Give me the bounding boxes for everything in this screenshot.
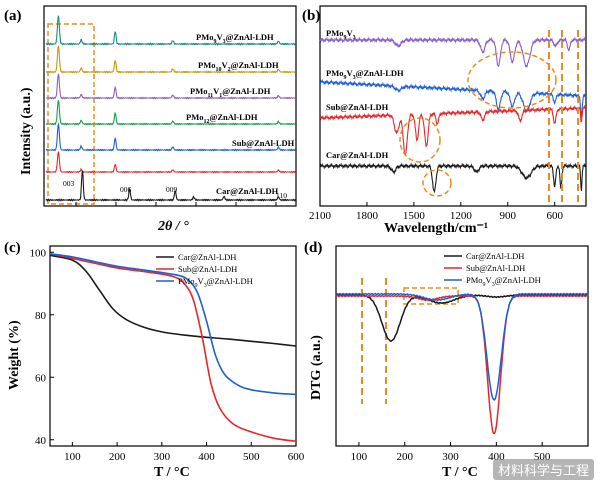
panel-b-ticks: 2100 1800 1500 1200 900 600 [309, 202, 563, 222]
tga-legend-label: Car@ZnAl-LDH [178, 252, 236, 262]
ftir-series-3 [319, 162, 587, 194]
ftir-label-1: PMo9V3@ZnAl-LDH [326, 68, 404, 81]
panel-c-ylabel: Weight (%) [7, 320, 22, 390]
ftir-label-3: Car@ZnAl-LDH [326, 150, 389, 160]
panel-a-labels: PMo9V3@ZnAl-LDH PMo10V2@ZnAl-LDH PMo11V1@Z… [186, 32, 295, 196]
xrd-series-6 [45, 170, 296, 202]
xrd-label-1: PMo10V2@ZnAl-LDH [198, 60, 279, 73]
dtg-xtick-label: 300 [442, 451, 459, 463]
peak-label-006: 006 [120, 185, 132, 194]
panel-b-series [319, 36, 587, 194]
panel-a-highlight-box [47, 23, 95, 205]
panel-c-series [49, 253, 297, 443]
panel-b-title: (b) [302, 8, 320, 24]
xrd-series-1 [45, 45, 297, 74]
dtg-legend-label: Sub@ZnAl-LDH [466, 263, 525, 273]
panel-d-xlabel: T / °C [442, 465, 478, 480]
xrd-label-4: Sub@ZnAl-LDH [232, 138, 295, 148]
tga-xtick-label: 500 [243, 451, 260, 463]
peak-label-003: 003 [63, 179, 75, 188]
dtg-series-2 [335, 292, 589, 401]
panel-c-legend: Car@ZnAl-LDH Sub@ZnAl-LDH PMo9V3@ZnAl-LDH [156, 252, 253, 289]
ftir-xtick-label: 1800 [356, 210, 379, 222]
xrd-label-6: Car@ZnAl-LDH [216, 186, 279, 196]
ftir-xtick-label: 600 [546, 210, 563, 222]
xrd-series-5 [45, 150, 296, 174]
panel-d-ylabel: DTG (a.u.) [309, 335, 324, 400]
dtg-legend-label: PMo9V3@ZnAl-LDH [466, 275, 541, 288]
panel-b-ellipse-1 [467, 51, 557, 109]
ftir-xtick-label: 900 [500, 210, 517, 222]
tga-ytick-label: 60 [35, 372, 47, 384]
panel-d: (d) 100 200 300 400 500 Car@ZnAl-LDHSub@ZnAl… [304, 240, 589, 480]
dtg-series-1 [335, 294, 589, 435]
dtg-xtick-label: 100 [351, 451, 368, 463]
ftir-series-0 [319, 36, 587, 68]
xrd-series-2 [45, 73, 296, 100]
tga-series-2 [49, 253, 297, 396]
panel-b-xlabel: Wavelength/cm⁻¹ [384, 221, 488, 236]
peak-label-009: 009 [166, 185, 178, 194]
tga-xtick-label: 100 [64, 451, 81, 463]
panel-c-title: (c) [4, 240, 21, 256]
ftir-label-0: PMo9V3 [326, 28, 356, 41]
dtg-legend-label: Car@ZnAl-LDH [466, 251, 524, 261]
panel-b-ellipse-3 [422, 169, 452, 197]
panel-a-xlabel: 2θ / ° [157, 219, 189, 234]
panel-a: (a) PMo9V3@ZnAl-LDH PMo10V2@ZnAl-LDH PMo11… [4, 5, 297, 234]
ftir-label-2: Sub@ZnAl-LDH [326, 102, 389, 112]
tga-ytick-label: 40 [35, 435, 47, 447]
xrd-series-0 [45, 15, 296, 46]
panel-c: (c) 100 200 300 400 500 600 40 60 80 100 Car@ZnAl… [4, 240, 305, 480]
xrd-label-3: PMo12@ZnAl-LDH [186, 112, 258, 125]
panel-a-title: (a) [4, 8, 22, 24]
ftir-series-2 [319, 104, 586, 156]
panel-a-series [45, 15, 297, 206]
panel-d-frame [335, 245, 589, 447]
panel-c-ticks: 100 200 300 400 500 600 40 60 80 100 [30, 247, 305, 463]
dtg-xtick-label: 200 [396, 451, 413, 463]
tga-ytick-label: 100 [30, 247, 47, 259]
tga-xtick-label: 300 [154, 451, 171, 463]
tga-legend-label: Sub@ZnAl-LDH [178, 264, 237, 274]
xrd-series-3 [45, 100, 296, 126]
xrd-series-4 [45, 122, 296, 152]
ftir-xtick-label: 1500 [403, 210, 426, 222]
ftir-series-1 [319, 78, 587, 117]
panel-d-series [335, 292, 589, 435]
tga-series-0 [49, 254, 297, 347]
peak-label-110: 110 [276, 191, 287, 200]
xrd-label-0: PMo9V3@ZnAl-LDH [196, 32, 274, 45]
xrd-label-2: PMo11V1@ZnAl-LDH [190, 86, 271, 99]
panel-d-title: (d) [304, 240, 322, 256]
panel-c-xlabel: T / °C [154, 465, 190, 480]
tga-series-1 [49, 253, 297, 443]
panel-b-ellipse-2 [399, 117, 441, 163]
watermark-badge: 材料科学与工程 [492, 459, 594, 480]
panel-a-ylabel: Intensity (a.u.) [19, 87, 34, 175]
panel-b-labels: PMo9V3 PMo9V3@ZnAl-LDH Sub@ZnAl-LDH Car@ZnA… [326, 28, 404, 160]
tga-xtick-label: 400 [198, 451, 215, 463]
panel-b-frame [319, 5, 587, 207]
panel-a-frame [43, 5, 297, 207]
tga-xtick-label: 600 [288, 451, 305, 463]
tga-ytick-label: 80 [35, 310, 47, 322]
panel-b: (b) PMo9V3 PMo9V3@ZnAl-LDH Sub@ZnAl-LDH Car… [302, 5, 587, 236]
panel-d-legend: Car@ZnAl-LDH Sub@ZnAl-LDH PMo9V3@ZnAl-LDH [444, 251, 541, 288]
tga-legend-label: PMo9V3@ZnAl-LDH [178, 276, 253, 289]
tga-xtick-label: 200 [109, 451, 126, 463]
ftir-xtick-label: 1200 [450, 210, 473, 222]
ftir-xtick-label: 2100 [309, 210, 332, 222]
dtg-series-0 [335, 293, 589, 343]
